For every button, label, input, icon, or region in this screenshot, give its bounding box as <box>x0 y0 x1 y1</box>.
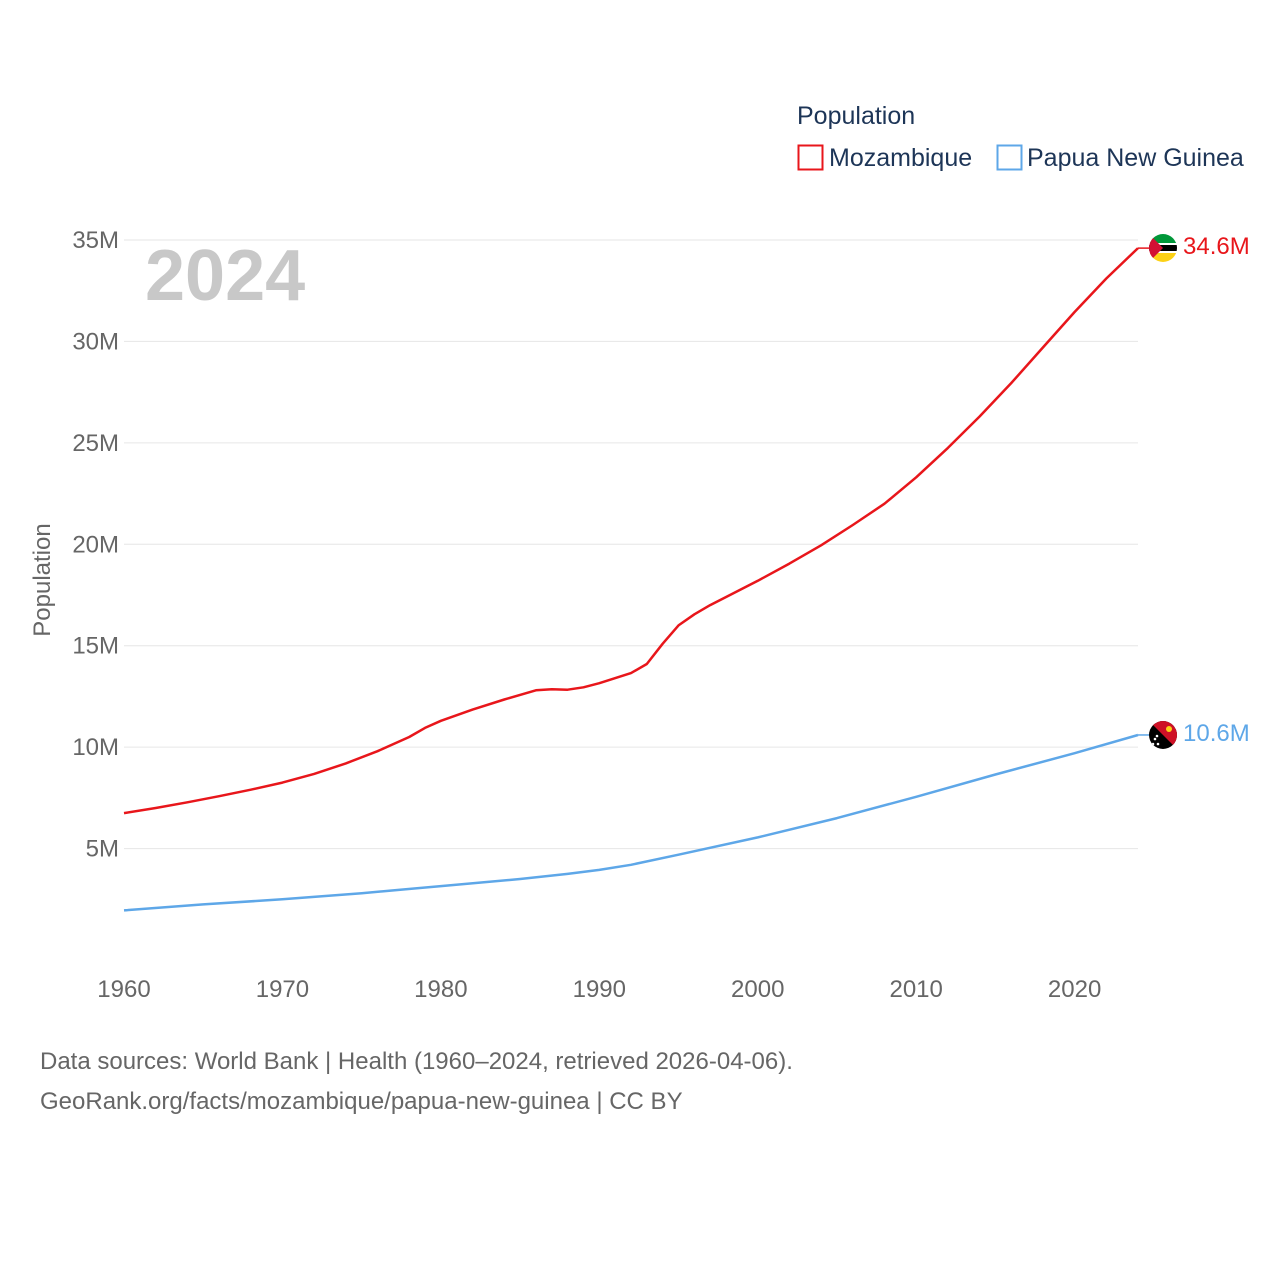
y-tick-label: 25M <box>72 430 119 457</box>
y-tick-label: 5M <box>86 836 119 863</box>
papua-new-guinea-flag-icon <box>1149 721 1177 749</box>
series-lines <box>123 247 1150 912</box>
y-axis-title: Population <box>29 523 56 636</box>
legend: Population Mozambique Papua New Guinea <box>797 102 1244 172</box>
end-label-mozambique: 34.6M <box>1183 233 1250 260</box>
source-line-2: GeoRank.org/facts/mozambique/papua-new-g… <box>40 1088 683 1115</box>
y-tick-label: 10M <box>72 734 119 761</box>
x-tick-label: 2020 <box>1048 976 1101 1003</box>
source-line-1: Data sources: World Bank | Health (1960–… <box>40 1048 793 1075</box>
x-tick-label: 2010 <box>889 976 942 1003</box>
y-tick-label: 15M <box>72 633 119 660</box>
mozambique-flag-icon <box>1149 234 1177 262</box>
y-axis-ticks: 5M 10M 15M 20M 25M 30M 35M <box>72 227 119 863</box>
series-line-papua-new-guinea <box>123 733 1139 912</box>
y-tick-label: 20M <box>72 531 119 558</box>
year-label: 2024 <box>145 236 305 316</box>
legend-label-mozambique: Mozambique <box>829 144 972 172</box>
gridlines <box>124 239 1138 850</box>
x-tick-label: 1960 <box>97 976 150 1003</box>
legend-swatch-mozambique <box>797 144 824 171</box>
y-tick-label: 30M <box>72 328 119 355</box>
y-tick-label: 35M <box>72 227 119 254</box>
legend-title: Population <box>797 102 915 130</box>
series-line-mozambique <box>123 247 1139 815</box>
x-tick-label: 1970 <box>256 976 309 1003</box>
x-tick-label: 1980 <box>414 976 467 1003</box>
legend-label-papua-new-guinea: Papua New Guinea <box>1027 144 1244 172</box>
x-axis-ticks: 1960 1970 1980 1990 2000 2010 2020 <box>97 976 1101 1003</box>
data-source-note: Data sources: World Bank | Health (1960–… <box>40 1042 793 1122</box>
end-label-papua-new-guinea: 10.6M <box>1183 720 1250 747</box>
x-tick-label: 1990 <box>573 976 626 1003</box>
x-tick-label: 2000 <box>731 976 784 1003</box>
legend-swatch-papua-new-guinea <box>996 144 1023 171</box>
